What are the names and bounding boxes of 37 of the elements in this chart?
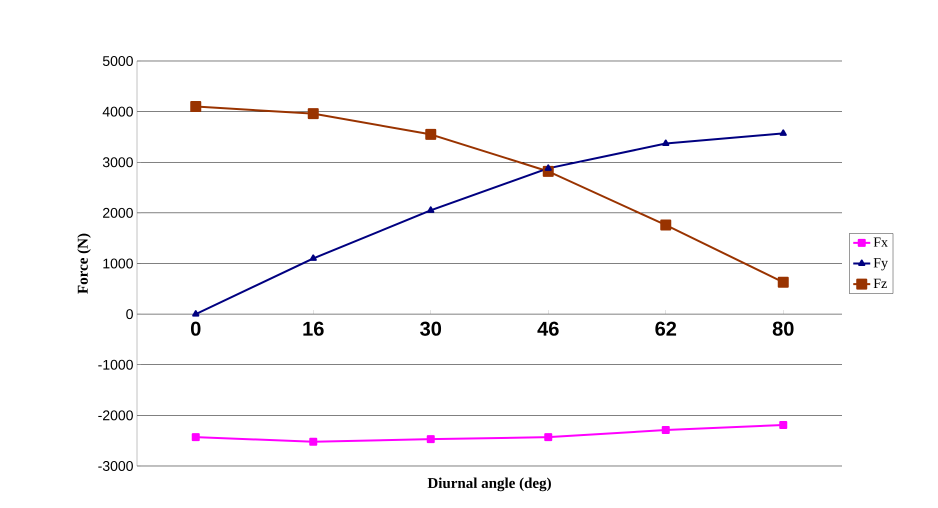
- point: [544, 433, 552, 442]
- point: [779, 420, 788, 429]
- point: [192, 433, 200, 442]
- x-tick-label: 62: [655, 322, 676, 336]
- y-axis-title: Force (N): [77, 234, 91, 294]
- point: [309, 438, 318, 446]
- point: [425, 128, 436, 140]
- y-tick-label: 2000: [103, 208, 133, 218]
- x-tick-label: 0: [190, 322, 200, 336]
- y-tick-label: 0: [126, 309, 133, 320]
- point: [662, 426, 670, 434]
- point: [308, 108, 319, 120]
- point: [660, 220, 672, 231]
- x-tick-label: 80: [772, 322, 794, 336]
- point: [310, 254, 317, 261]
- x-tick-label: 46: [537, 322, 559, 336]
- x-tick-label: 30: [420, 322, 442, 336]
- point: [662, 140, 670, 146]
- y-tick-label: 1000: [103, 258, 133, 268]
- y-tick-label: 3000: [102, 157, 133, 168]
- point: [192, 310, 200, 317]
- y-tick-label: -2000: [98, 410, 133, 420]
- y-tick-label: 4000: [102, 106, 133, 117]
- point: [778, 276, 789, 288]
- point: [427, 206, 434, 213]
- x-axis-title: Diurnal angle (deg): [428, 478, 551, 492]
- point: [426, 435, 435, 444]
- y-tick-label: -1000: [98, 360, 133, 370]
- y-tick-label: -3000: [98, 461, 133, 471]
- point: [780, 129, 787, 136]
- legend-label: Fy: [874, 258, 888, 270]
- legend-label: Fz: [874, 278, 887, 288]
- x-tick-label: 16: [303, 322, 324, 336]
- point: [544, 164, 552, 171]
- point: [190, 101, 202, 112]
- y-tick-label: 5000: [102, 56, 133, 66]
- legend-label: Fx: [874, 238, 888, 247]
